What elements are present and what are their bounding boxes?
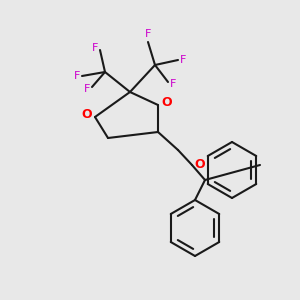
Text: F: F — [74, 71, 80, 81]
Text: F: F — [145, 29, 151, 39]
Text: F: F — [84, 84, 90, 94]
Text: F: F — [92, 43, 98, 53]
Text: O: O — [161, 97, 172, 110]
Text: O: O — [194, 158, 205, 170]
Text: F: F — [180, 55, 186, 65]
Text: O: O — [81, 109, 92, 122]
Text: F: F — [170, 79, 176, 89]
